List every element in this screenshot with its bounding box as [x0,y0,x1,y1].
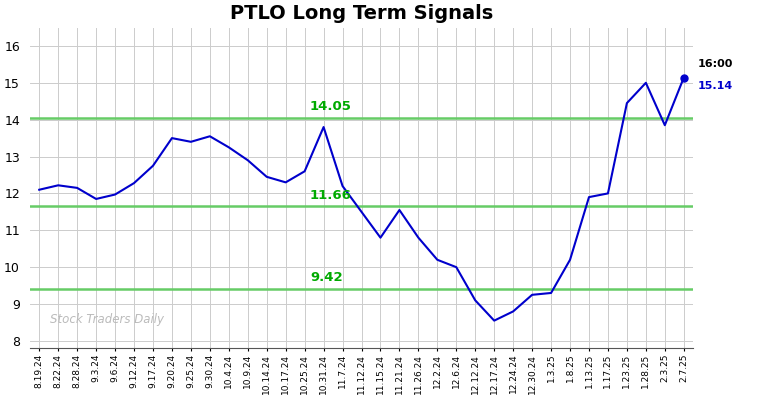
Text: 15.14: 15.14 [698,81,733,91]
Text: 9.42: 9.42 [310,271,343,284]
Text: 14.05: 14.05 [310,100,352,113]
Text: 11.66: 11.66 [310,189,352,201]
Title: PTLO Long Term Signals: PTLO Long Term Signals [230,4,493,23]
Text: 16:00: 16:00 [698,59,733,68]
Text: Stock Traders Daily: Stock Traders Daily [49,312,164,326]
